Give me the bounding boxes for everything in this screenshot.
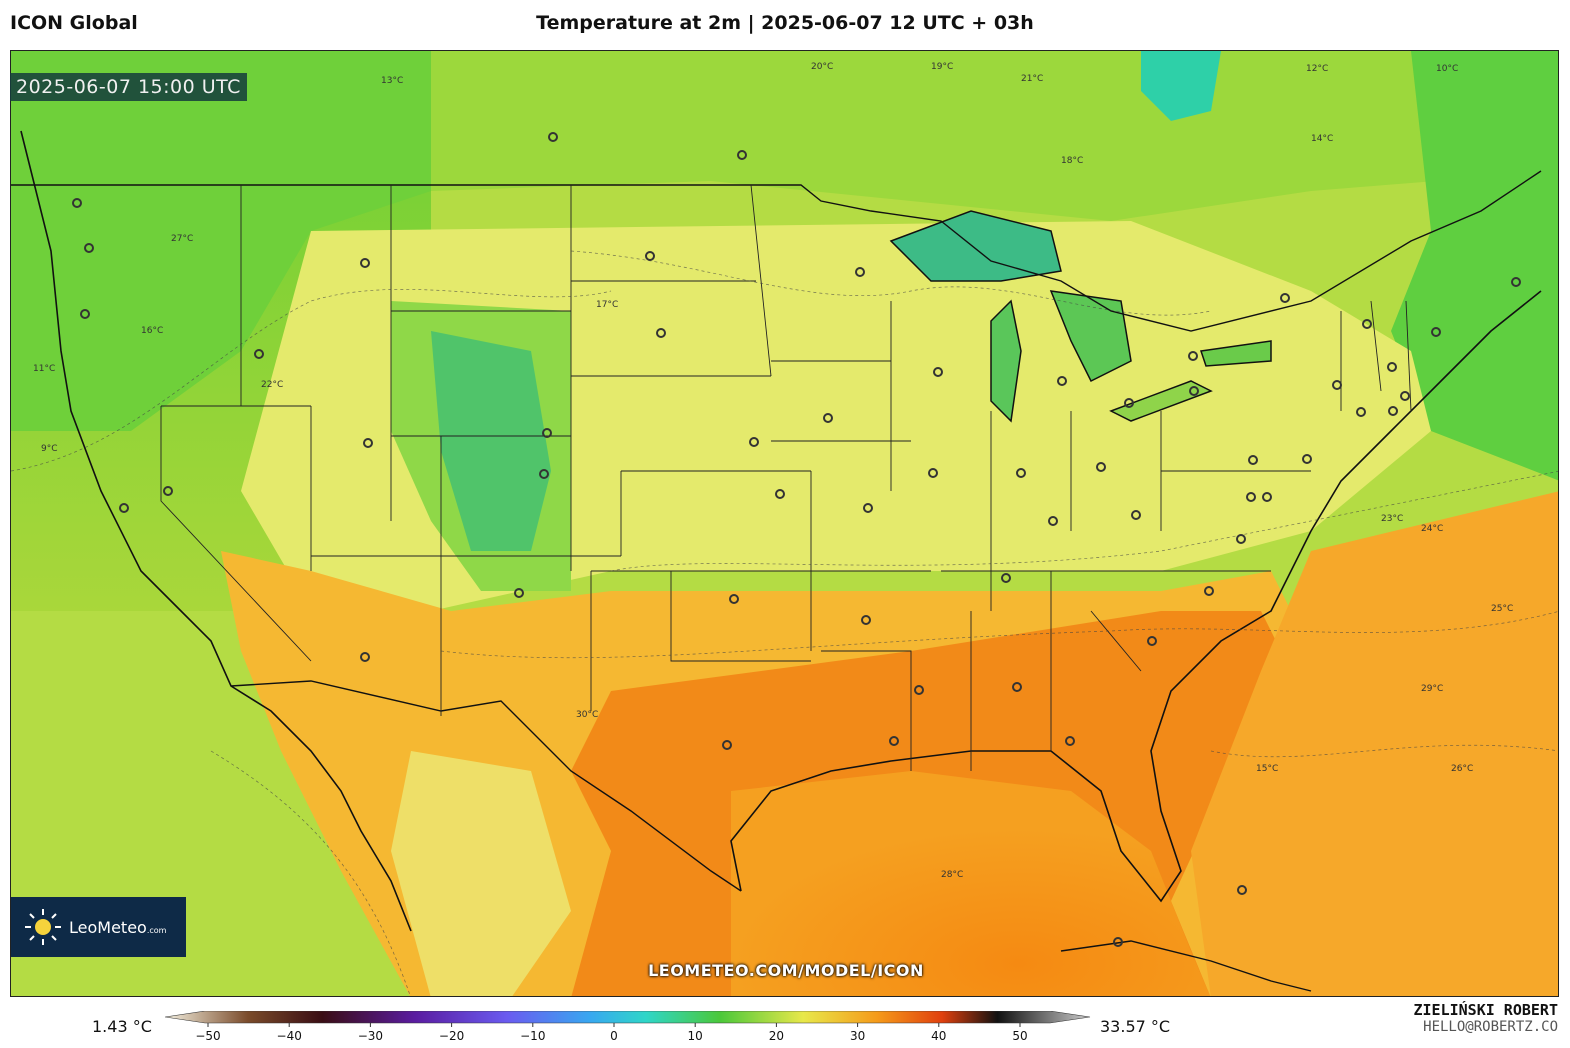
colorbar-tick-label: −50 — [195, 1029, 220, 1043]
isotherm-label: 16°C — [141, 326, 163, 336]
lake-superior — [889, 210, 1062, 282]
rockies-cold-spots — [431, 331, 551, 551]
lake-erie — [1109, 380, 1213, 422]
lake-huron — [1049, 290, 1132, 383]
lake-ontario — [1200, 340, 1272, 367]
lake-michigan — [990, 299, 1022, 423]
us-mexico-border — [230, 680, 742, 892]
colorbar-tick-label: −30 — [358, 1029, 383, 1043]
isotherm-lines — [11, 250, 1558, 996]
author-email: HELLO@ROBERTZ.CO — [1423, 1019, 1558, 1035]
isotherm-label: 18°C — [1061, 156, 1083, 166]
isotherm-label: 19°C — [931, 62, 953, 72]
colorbar-tick-label: 30 — [850, 1029, 865, 1043]
colorbar-tick-label: 0 — [610, 1029, 618, 1043]
isotherm-label: 23°C — [1381, 514, 1403, 524]
canada-cool-band — [431, 51, 1558, 221]
colorbar-tick-label: 40 — [931, 1029, 946, 1043]
colorbar-tick-label: 10 — [688, 1029, 703, 1043]
state-borders — [160, 184, 1412, 771]
isotherm-label: 25°C — [1491, 604, 1513, 614]
isotherm-label: 10°C — [1436, 64, 1458, 74]
isotherm-label: 12°C — [1306, 64, 1328, 74]
isotherm-label: 26°C — [1451, 764, 1473, 774]
colorbar-ticks: −50 −40 −30 −20 −10 0 10 20 30 40 50 — [195, 1023, 1028, 1043]
colorbar-min-label: 1.43 °C — [92, 1017, 152, 1036]
isotherm-label: 21°C — [1021, 74, 1043, 84]
map-canvas: 13°C 20°C 19°C 21°C 14°C 12°C 10°C 22°C … — [11, 51, 1558, 996]
colorbar-tick-label: 20 — [769, 1029, 784, 1043]
isotherm-label: 27°C — [171, 234, 193, 244]
isotherm-label-group: 13°C 20°C 19°C 21°C 14°C 12°C 10°C 22°C … — [33, 62, 1513, 880]
colorbar-tick-label: −20 — [439, 1029, 464, 1043]
isotherm-label: 13°C — [381, 76, 403, 86]
isotherm-label: 20°C — [811, 62, 833, 72]
colorbar-tick-label: −10 — [520, 1029, 545, 1043]
isotherm-label: 24°C — [1421, 524, 1443, 534]
isotherm-label: 29°C — [1421, 684, 1443, 694]
city-markers — [72, 132, 1521, 947]
colorbar-tick-label: −40 — [277, 1029, 302, 1043]
us-canada-border — [11, 170, 1542, 332]
isotherm-label: 17°C — [596, 300, 618, 310]
west-coastline — [20, 130, 412, 932]
valid-time-badge: 2025-06-07 15:00 UTC — [10, 73, 247, 101]
atlantic-cool — [1391, 51, 1558, 481]
isotherm-label: 9°C — [41, 444, 58, 454]
temperature-colorbar: −50 −40 −30 −20 −10 0 10 20 30 40 50 — [165, 1011, 1091, 1043]
isotherm-label: 30°C — [576, 710, 598, 720]
isotherm-label: 22°C — [261, 380, 283, 390]
map-title: Temperature at 2m | 2025-06-07 12 UTC + … — [536, 12, 1034, 34]
cuba-coastline — [1060, 940, 1312, 992]
isotherm-label: 11°C — [33, 364, 55, 374]
colorbar-tick-label: 50 — [1012, 1029, 1027, 1043]
sun-icon — [25, 909, 61, 945]
isotherm-label: 15°C — [1256, 764, 1278, 774]
isotherm-label: 14°C — [1311, 134, 1333, 144]
author-name: ZIELIŃSKI ROBERT — [1413, 1001, 1559, 1019]
gulf-of-mexico — [731, 771, 1211, 996]
leometeo-logo[interactable]: LeoMeteo.com — [11, 897, 186, 957]
northwest-cool-region — [11, 51, 431, 431]
colorbar-bar — [165, 1011, 1091, 1024]
colorbar-max-label: 33.57 °C — [1100, 1017, 1171, 1036]
temperature-map[interactable]: 13°C 20°C 19°C 21°C 14°C 12°C 10°C 22°C … — [10, 50, 1559, 997]
mexico-inland — [391, 751, 571, 996]
isotherm-label: 28°C — [941, 870, 963, 880]
hudson-bay-cold — [1141, 51, 1221, 121]
gulf-coastline — [730, 290, 1542, 903]
watermark-url: LEOMETEO.COM/MODEL/ICON — [648, 961, 924, 980]
model-name: ICON Global — [10, 12, 138, 34]
logo-text: LeoMeteo.com — [69, 917, 167, 937]
atlantic-warm — [1191, 491, 1558, 996]
